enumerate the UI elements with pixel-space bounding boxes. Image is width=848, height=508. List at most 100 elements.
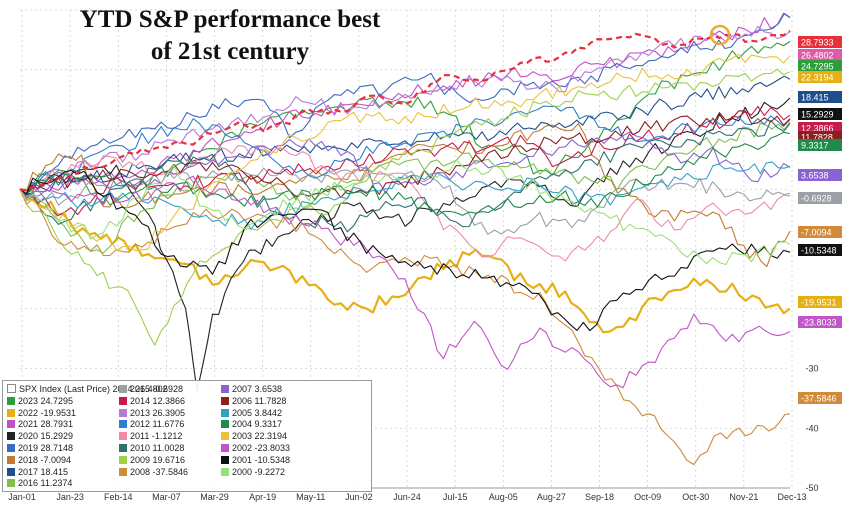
right-value-label: -23.8033 [798, 316, 842, 328]
legend-swatch [119, 467, 127, 476]
legend-item-2017: 2017 18.415 [7, 467, 68, 478]
series-line-2010 [19, 119, 791, 233]
legend-text: 2016 11.2374 [18, 478, 73, 489]
x-axis-ticks: Jan-01 Jan-23 Feb-14 Mar-07 Mar-29 Apr-19 May-… [8, 492, 806, 502]
right-value-label: 3.6538 [798, 169, 842, 181]
legend-item-2014: 2014 12.3866 [119, 396, 185, 407]
legend-text: 2014 12.3866 [130, 395, 186, 406]
legend-text: 2001 -10.5348 [232, 454, 291, 465]
legend-swatch [221, 467, 229, 476]
legend-text: 2020 15.2929 [18, 431, 74, 442]
legend-text: 2017 18.415 [18, 466, 69, 477]
svg-text:-19.9531: -19.9531 [801, 298, 837, 308]
right-value-label: 18.415 [798, 91, 842, 103]
legend-item-2011: 2011 -1.1212 [119, 431, 182, 442]
legend-text: 2002 -23.8033 [232, 443, 291, 453]
legend-item-2016: 2016 11.2374 [7, 478, 72, 489]
title-line-2: of 21st century [150, 38, 310, 65]
series-line-2014 [19, 105, 791, 217]
svg-text:-37.5846: -37.5846 [801, 394, 837, 404]
x-tick-label: Aug-05 [489, 492, 518, 502]
svg-text:3.6538: 3.6538 [801, 171, 829, 181]
x-tick-label: Apr-19 [249, 492, 276, 502]
series-line-2003 [19, 53, 791, 252]
legend-text: 2011 -1.1212 [130, 431, 183, 442]
legend-swatch [221, 420, 229, 429]
right-value-label: 26.4802 [798, 49, 842, 61]
legend-item-2019: 2019 28.7148 [7, 443, 73, 454]
series-line-2012 [19, 105, 791, 194]
legend-swatch [7, 396, 15, 405]
right-value-label: 15.2929 [798, 108, 842, 120]
legend-item-2022: 2022 -19.9531 [7, 408, 76, 419]
legend-swatch [7, 408, 15, 417]
x-tick-label: Jun-24 [393, 492, 421, 502]
legend-item-2021: 2021 28.7931 [7, 419, 73, 430]
svg-text:15.2929: 15.2929 [801, 110, 834, 120]
series-line-2019 [19, 13, 791, 192]
legend-swatch [221, 385, 229, 393]
x-tick-label: Dec-13 [777, 492, 806, 502]
legend-item-2013: 2013 26.3905 [119, 408, 185, 419]
legend-item-2020: 2020 15.2929 [7, 431, 73, 442]
x-tick-label: Mar-29 [200, 492, 229, 502]
legend-text: 2009 19.6716 [130, 454, 186, 465]
right-value-label: -0.6928 [798, 192, 842, 204]
legend-text: 2006 11.7828 [232, 395, 287, 406]
svg-text:9.3317: 9.3317 [801, 141, 829, 151]
legend-item-2015: 2015 -0.6928 [119, 384, 183, 395]
legend-swatch [119, 455, 127, 464]
legend-text: 2015 -0.6928 [130, 384, 184, 394]
series-line-2005 [19, 161, 791, 230]
svg-text:28.7933: 28.7933 [801, 38, 834, 48]
legend-item-2024: SPX Index (Last Price) 2024 26.4802 [7, 384, 168, 395]
svg-text:-23.8033: -23.8033 [801, 318, 837, 328]
x-tick-label: Jan-01 [8, 492, 36, 502]
legend-item-2002: 2002 -23.8033 [221, 443, 290, 454]
legend-text: 2019 28.7148 [18, 443, 74, 453]
svg-text:-0.6928: -0.6928 [801, 194, 832, 204]
series-line-2017 [19, 75, 791, 196]
x-tick-label: Jul-15 [443, 492, 468, 502]
legend-text: 2013 26.3905 [130, 407, 186, 418]
series-line-2002 [19, 175, 791, 389]
legend-item-2009: 2009 19.6716 [119, 455, 185, 466]
legend-swatch [221, 396, 229, 405]
legend-item-2001: 2001 -10.5348 [221, 455, 290, 466]
legend-text: 2003 22.3194 [232, 431, 288, 442]
legend-swatch [221, 432, 229, 441]
legend-item-2005: 2005 3.8442 [221, 408, 282, 419]
legend-text: 2018 -7.0094 [18, 454, 72, 465]
right-value-label: -10.5348 [798, 244, 842, 256]
legend-item-2023: 2023 24.7295 [7, 396, 73, 407]
legend-item-2007: 2007 3.6538 [221, 384, 282, 395]
legend-swatch [119, 396, 127, 405]
legend-item-2000: 2000 -9.2272 [221, 467, 285, 478]
legend-swatch [119, 432, 127, 441]
legend-swatch [119, 385, 127, 393]
series-line-2001 [19, 169, 791, 332]
legend-text: 2008 -37.5846 [130, 466, 189, 477]
series-line-2006 [19, 110, 791, 198]
legend-swatch [7, 432, 15, 441]
series-lines [19, 12, 791, 466]
series-line-2008 [19, 189, 791, 466]
x-tick-label: Jun-02 [345, 492, 373, 502]
legend-item-2012: 2012 11.6776 [119, 419, 184, 430]
series-line-2024 [19, 30, 791, 192]
legend-swatch [119, 420, 127, 429]
right-value-label: -19.9531 [798, 296, 842, 308]
y-tick-label: -30 [805, 364, 818, 374]
x-tick-label: Aug-27 [537, 492, 566, 502]
svg-text:-7.0094: -7.0094 [801, 228, 832, 238]
x-tick-label: Oct-09 [634, 492, 661, 502]
legend-item-2003: 2003 22.3194 [221, 431, 287, 442]
series-line-2011 [19, 144, 791, 262]
svg-text:26.4802: 26.4802 [801, 51, 834, 61]
y-axis-ticks: -30 -40 -50 [805, 364, 818, 494]
legend-swatch [7, 384, 16, 393]
title-line-1: YTD S&P performance best [79, 6, 381, 33]
legend-text: 2000 -9.2272 [232, 466, 286, 477]
svg-text:-10.5348: -10.5348 [801, 246, 837, 256]
